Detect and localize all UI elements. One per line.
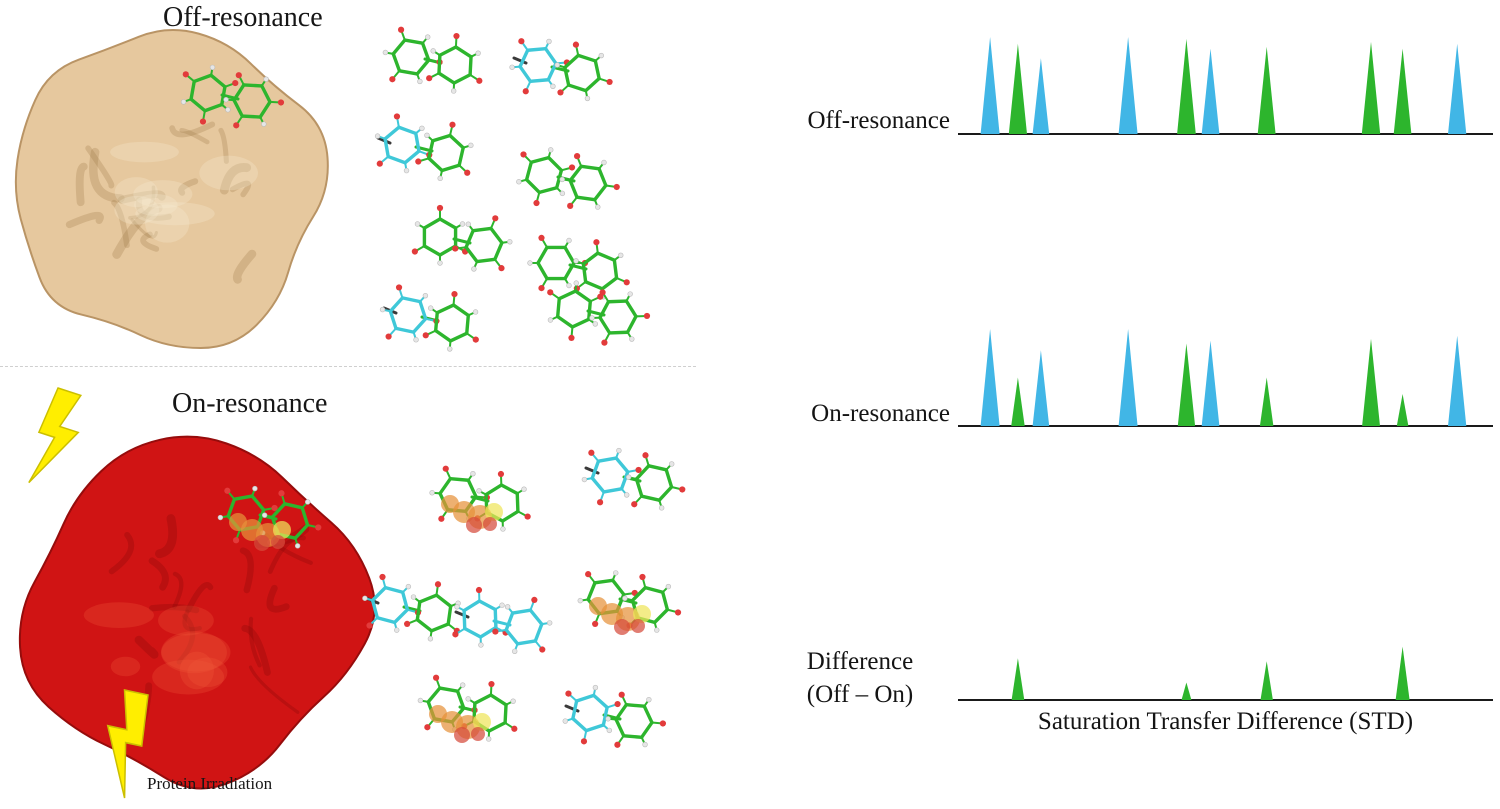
bound-ligand-off-resonance <box>180 64 285 129</box>
non_binder-peak <box>1118 37 1138 134</box>
non_binder-peak <box>1032 350 1050 426</box>
non_binder-peak <box>1201 48 1220 134</box>
spectrum-on-resonance <box>958 329 1493 427</box>
ligand-peak <box>1259 377 1274 426</box>
non-binder-molecule <box>562 684 666 748</box>
non-binder-molecule <box>509 38 613 102</box>
saturation-sphere <box>273 521 291 539</box>
non_binder-peak <box>1032 58 1050 134</box>
spectrum-label-difference: Difference (Off – On) <box>770 645 950 711</box>
protein-surface-off-resonance <box>14 29 329 350</box>
non_binder-peak <box>1448 335 1467 426</box>
panel-divider <box>0 366 696 367</box>
non_binder-peak <box>1118 329 1138 426</box>
saturation-sphere <box>473 713 491 731</box>
non-binder-molecule <box>581 447 686 511</box>
non_binder-peak <box>980 37 1000 134</box>
spectrum-label-text: Difference <box>806 648 914 675</box>
spectrum-label-text: On-resonance <box>811 400 950 427</box>
saturation-sphere <box>614 619 630 635</box>
spectrum-label-text: (Off – On) <box>806 681 914 708</box>
saturation-sphere <box>485 503 503 521</box>
ligand-peak <box>1181 682 1192 700</box>
saturation-sphere <box>471 727 485 741</box>
non_binder-peak <box>980 329 1000 426</box>
ligand-peak <box>1177 343 1196 426</box>
non-binder-molecule <box>362 573 461 642</box>
spectrum-label-text: Off-resonance <box>807 107 950 134</box>
ligand-peak <box>1361 41 1381 134</box>
saturation-sphere <box>271 535 285 549</box>
ligand-peak <box>1011 377 1025 426</box>
protein-irradiation-label: Protein Irradiation <box>147 774 273 793</box>
ligand-peak <box>1395 646 1410 700</box>
irradiation-bolt-top-icon <box>28 387 83 484</box>
saturation-sphere <box>466 517 482 533</box>
ligand-peak <box>1396 394 1409 426</box>
ligand-peak <box>1393 48 1412 134</box>
saturated-ligand-molecule <box>429 465 531 533</box>
saturated-ligand-molecule <box>417 674 518 743</box>
non_binder-peak <box>1448 43 1467 134</box>
saturation-sphere <box>454 727 470 743</box>
saturation-sphere <box>229 513 247 531</box>
non-binder-molecule <box>374 113 474 182</box>
free-ligand-molecule <box>382 26 483 94</box>
saturation-sphere <box>254 535 270 551</box>
free-ligand-molecule <box>411 204 513 272</box>
non_binder-peak <box>1201 340 1220 426</box>
spectrum-off-resonance <box>958 37 1493 135</box>
non-binder-molecule <box>379 284 479 352</box>
spectrum-difference <box>958 646 1493 701</box>
ligand-peak <box>1011 658 1025 700</box>
spectrum-label-on-resonance: On-resonance <box>770 400 950 428</box>
ligand-peak <box>1362 338 1380 426</box>
saturation-sphere <box>631 619 645 633</box>
free-ligand-molecule <box>547 280 651 346</box>
saturated-ligand-molecule <box>577 570 682 635</box>
saturation-sphere <box>589 597 607 615</box>
non-binder-molecule <box>452 586 553 654</box>
irradiation-bolt-bottom-icon <box>106 689 149 799</box>
saturation-sphere <box>429 705 447 723</box>
x-axis-label: Saturation Transfer Difference (STD) <box>1037 708 1414 735</box>
spectrum-label-off-resonance: Off-resonance <box>770 107 950 135</box>
off-resonance-title: Off-resonance <box>163 2 323 33</box>
bound-ligand-on-resonance-saturated <box>217 485 322 551</box>
saturation-sphere <box>633 605 651 623</box>
molecular-graphics <box>14 26 686 799</box>
ligand-peak <box>1260 661 1273 700</box>
ligand-peak <box>1257 46 1276 135</box>
ligand-peak <box>1177 38 1196 134</box>
on-resonance-title: On-resonance <box>172 388 328 419</box>
ligand-peak <box>1008 43 1027 134</box>
saturation-sphere <box>441 495 459 513</box>
saturation-sphere <box>483 517 497 531</box>
free-ligand-molecule <box>516 147 620 210</box>
